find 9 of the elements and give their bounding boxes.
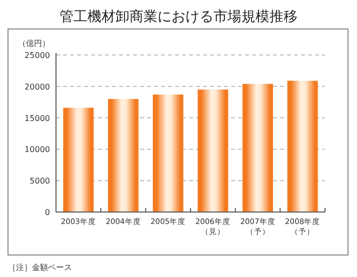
y-tick-label: 0 — [44, 208, 50, 217]
y-tick-label: 20000 — [24, 82, 50, 92]
y-tick-label: 10000 — [24, 145, 50, 154]
y-tick-label: 15000 — [24, 114, 50, 123]
y-tick-label: 25000 — [24, 51, 50, 60]
chart-title: 管工機材卸商業における市場規模推移 — [60, 9, 298, 25]
y-tick-label: 5000 — [30, 176, 50, 186]
text: ［注］金額ベース — [8, 263, 72, 272]
y-axis-title: （億円） — [18, 39, 50, 48]
